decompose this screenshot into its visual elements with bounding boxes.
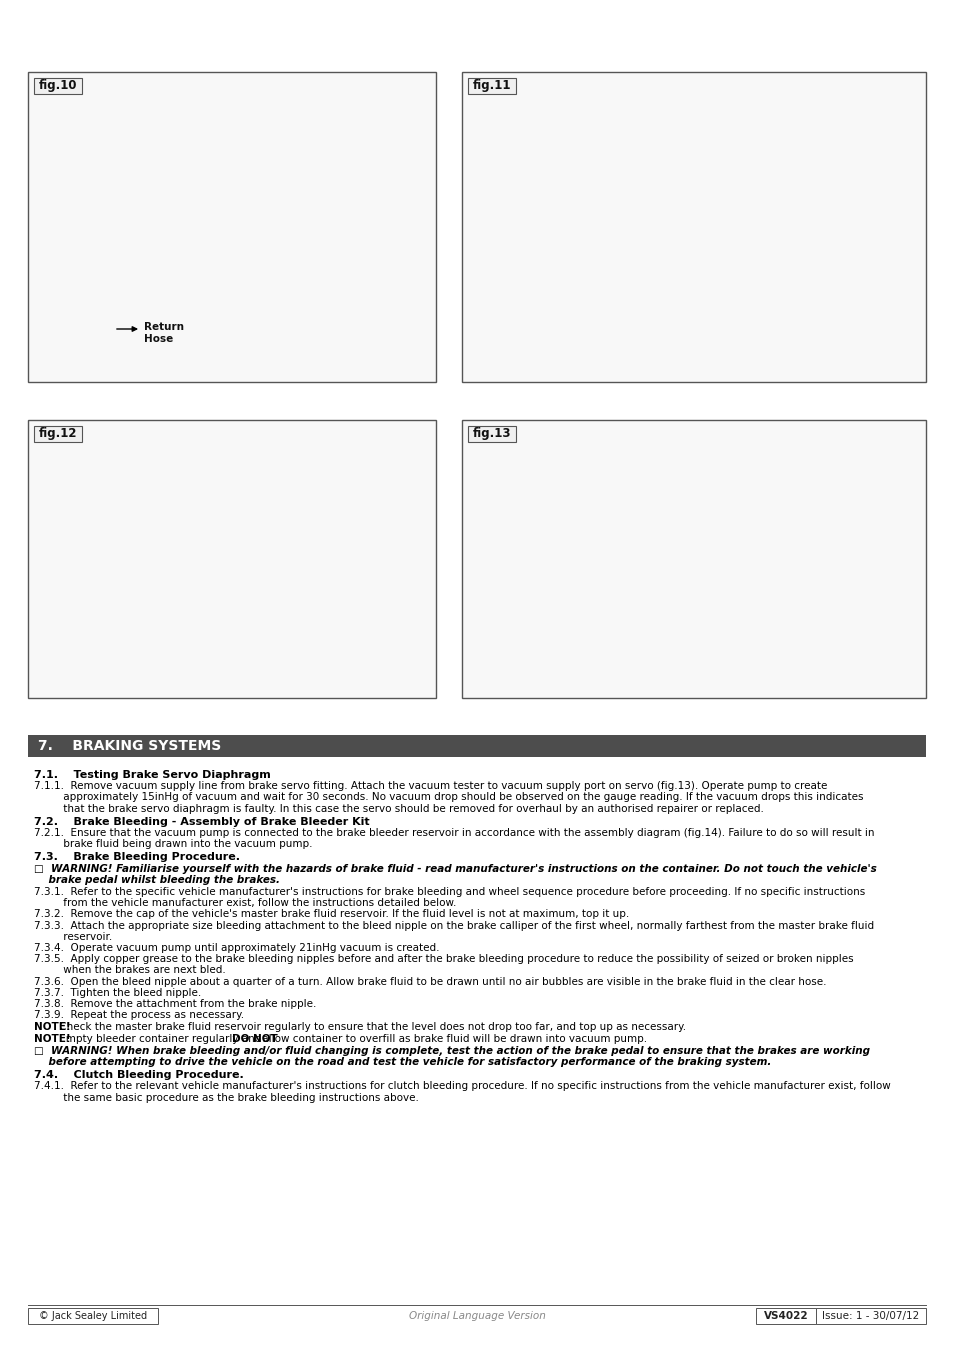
Bar [461, 72, 925, 382]
Text: Empty bleeder container regularly and: Empty bleeder container regularly and [56, 1034, 265, 1044]
Text: fig.13: fig.13 [473, 428, 511, 440]
Bar [468, 427, 516, 441]
Text: DO NOT: DO NOT [232, 1034, 277, 1044]
Text: NOTE!: NOTE! [34, 1022, 71, 1033]
Text: 7.    BRAKING SYSTEMS: 7. BRAKING SYSTEMS [38, 738, 221, 753]
Bar [468, 78, 516, 94]
Text: brake fluid being drawn into the vacuum pump.: brake fluid being drawn into the vacuum … [34, 840, 313, 849]
Bar [34, 427, 82, 441]
Text: Return
Hose: Return Hose [144, 323, 184, 344]
Text: 7.3.    Brake Bleeding Procedure.: 7.3. Brake Bleeding Procedure. [34, 852, 240, 863]
Bar [28, 1308, 158, 1324]
Text: 7.3.4.  Operate vacuum pump until approximately 21inHg vacuum is created.: 7.3.4. Operate vacuum pump until approxi… [34, 944, 439, 953]
Text: brake pedal whilst bleeding the brakes.: brake pedal whilst bleeding the brakes. [34, 875, 280, 884]
Text: 7.4.1.  Refer to the relevant vehicle manufacturer's instructions for clutch ble: 7.4.1. Refer to the relevant vehicle man… [34, 1081, 890, 1091]
Text: 7.3.5.  Apply copper grease to the brake bleeding nipples before and after the b: 7.3.5. Apply copper grease to the brake … [34, 954, 853, 964]
Text: reservoir.: reservoir. [34, 931, 112, 942]
Text: 7.4.    Clutch Bleeding Procedure.: 7.4. Clutch Bleeding Procedure. [34, 1071, 244, 1080]
Text: 7.3.9.  Repeat the process as necessary.: 7.3.9. Repeat the process as necessary. [34, 1010, 244, 1021]
Text: 7.3.1.  Refer to the specific vehicle manufacturer's instructions for brake blee: 7.3.1. Refer to the specific vehicle man… [34, 887, 864, 896]
Text: □  WARNING! When brake bleeding and/or fluid changing is complete, test the acti: □ WARNING! When brake bleeding and/or fl… [34, 1046, 869, 1056]
Text: NOTE!: NOTE! [34, 1034, 71, 1044]
Bar [461, 420, 925, 698]
Bar [28, 420, 436, 698]
Text: Original Language Version: Original Language Version [408, 1311, 545, 1322]
Text: 7.2.    Brake Bleeding - Assembly of Brake Bleeder Kit: 7.2. Brake Bleeding - Assembly of Brake … [34, 817, 369, 826]
Text: □  WARNING! Familiarise yourself with the hazards of brake fluid - read manufact: □ WARNING! Familiarise yourself with the… [34, 864, 876, 873]
Text: Check the master brake fluid reservoir regularly to ensure that the level does n: Check the master brake fluid reservoir r… [56, 1022, 686, 1033]
Text: fig.11: fig.11 [473, 80, 511, 93]
Text: 7.3.8.  Remove the attachment from the brake nipple.: 7.3.8. Remove the attachment from the br… [34, 999, 316, 1008]
Bar [34, 78, 82, 94]
Text: VS4022: VS4022 [763, 1311, 807, 1322]
Bar [28, 72, 436, 382]
Bar [28, 734, 925, 757]
Text: before attempting to drive the vehicle on the road and test the vehicle for sati: before attempting to drive the vehicle o… [34, 1057, 771, 1066]
Text: 7.1.1.  Remove vacuum supply line from brake servo fitting. Attach the vacuum te: 7.1.1. Remove vacuum supply line from br… [34, 782, 826, 791]
Text: 7.3.3.  Attach the appropriate size bleeding attachment to the bleed nipple on t: 7.3.3. Attach the appropriate size bleed… [34, 921, 873, 930]
Text: approximately 15inHg of vacuum and wait for 30 seconds. No vacuum drop should be: approximately 15inHg of vacuum and wait … [34, 792, 862, 802]
Text: that the brake servo diaphragm is faulty. In this case the servo should be remov: that the brake servo diaphragm is faulty… [34, 803, 763, 814]
Text: 7.2.1.  Ensure that the vacuum pump is connected to the brake bleeder reservoir : 7.2.1. Ensure that the vacuum pump is co… [34, 828, 874, 838]
Text: when the brakes are next bled.: when the brakes are next bled. [34, 965, 226, 976]
Bar [815, 1308, 925, 1324]
Text: 7.3.2.  Remove the cap of the vehicle's master brake fluid reservoir. If the flu: 7.3.2. Remove the cap of the vehicle's m… [34, 910, 629, 919]
Text: from the vehicle manufacturer exist, follow the instructions detailed below.: from the vehicle manufacturer exist, fol… [34, 898, 456, 909]
Text: allow container to overfill as brake fluid will be drawn into vacuum pump.: allow container to overfill as brake flu… [258, 1034, 646, 1044]
Text: fig.10: fig.10 [39, 80, 77, 93]
Text: © Jack Sealey Limited: © Jack Sealey Limited [39, 1311, 147, 1322]
Text: fig.12: fig.12 [39, 428, 77, 440]
Text: 7.3.7.  Tighten the bleed nipple.: 7.3.7. Tighten the bleed nipple. [34, 988, 201, 998]
Text: 7.1.    Testing Brake Servo Diaphragm: 7.1. Testing Brake Servo Diaphragm [34, 769, 271, 780]
Bar [755, 1308, 815, 1324]
Text: 7.3.6.  Open the bleed nipple about a quarter of a turn. Allow brake fluid to be: 7.3.6. Open the bleed nipple about a qua… [34, 976, 825, 987]
Text: Issue: 1 - 30/07/12: Issue: 1 - 30/07/12 [821, 1311, 919, 1322]
Text: the same basic procedure as the brake bleeding instructions above.: the same basic procedure as the brake bl… [34, 1092, 418, 1103]
